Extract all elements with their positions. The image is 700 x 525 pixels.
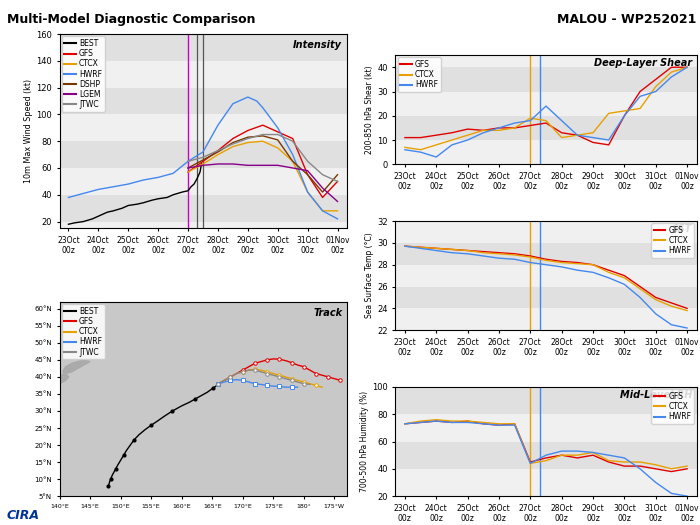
Bar	[395, 287, 696, 308]
Text: Intensity: Intensity	[293, 40, 342, 50]
Bar	[60, 195, 346, 222]
Text: Mid-Level RH: Mid-Level RH	[620, 390, 692, 400]
Bar	[395, 116, 696, 140]
Y-axis label: Sea Surface Temp (°C): Sea Surface Temp (°C)	[365, 233, 375, 319]
Legend: BEST, GFS, CTCX, HWRF, JTWC: BEST, GFS, CTCX, HWRF, JTWC	[62, 304, 105, 359]
Y-axis label: 10m Max Wind Speed (kt): 10m Max Wind Speed (kt)	[25, 79, 33, 183]
Y-axis label: 700-500 hPa Humidity (%): 700-500 hPa Humidity (%)	[360, 391, 370, 492]
Legend: BEST, GFS, CTCX, HWRF, DSHP, LGEM, JTWC: BEST, GFS, CTCX, HWRF, DSHP, LGEM, JTWC	[62, 36, 105, 112]
Polygon shape	[62, 360, 90, 373]
Bar	[395, 442, 696, 469]
Y-axis label: 200-850 hPa Shear (kt): 200-850 hPa Shear (kt)	[365, 66, 375, 154]
Text: MALOU - WP252021: MALOU - WP252021	[557, 13, 696, 26]
Bar	[60, 88, 346, 114]
Bar	[395, 243, 696, 265]
Bar	[395, 67, 696, 91]
Text: SST: SST	[672, 224, 692, 234]
Polygon shape	[1, 373, 69, 407]
Text: Deep-Layer Shear: Deep-Layer Shear	[594, 58, 692, 68]
Text: CIRA: CIRA	[7, 509, 40, 522]
Bar	[395, 387, 696, 414]
Bar	[60, 34, 346, 61]
Legend: GFS, CTCX, HWRF: GFS, CTCX, HWRF	[398, 57, 441, 92]
Polygon shape	[17, 397, 29, 401]
Legend: GFS, CTCX, HWRF: GFS, CTCX, HWRF	[651, 223, 694, 258]
Bar	[60, 141, 346, 168]
Text: Track: Track	[313, 308, 342, 318]
Text: Multi-Model Diagnostic Comparison: Multi-Model Diagnostic Comparison	[7, 13, 256, 26]
Legend: GFS, CTCX, HWRF: GFS, CTCX, HWRF	[651, 389, 694, 424]
Polygon shape	[0, 401, 8, 407]
